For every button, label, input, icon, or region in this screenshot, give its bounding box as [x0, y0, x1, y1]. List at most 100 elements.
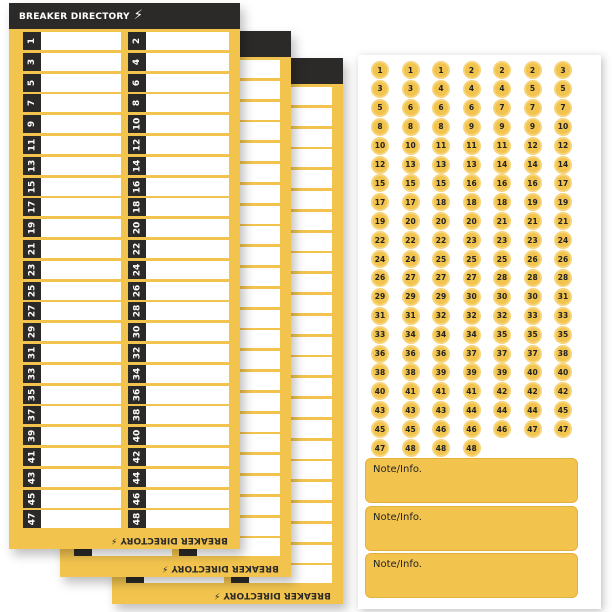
circuit-number-text: 26	[132, 284, 142, 297]
circuit-label-field[interactable]	[146, 177, 229, 196]
circuit-row: 7	[23, 94, 121, 113]
circuit-label-field[interactable]	[41, 427, 121, 446]
footer-title: BREAKER DIRECTORY	[223, 590, 331, 600]
circuit-row: 14	[128, 156, 229, 175]
circuit-label-field[interactable]	[146, 448, 229, 466]
circuit-label-field[interactable]	[41, 156, 121, 175]
circuit-label-field[interactable]	[41, 344, 121, 362]
circuit-number-text: 22	[132, 242, 142, 256]
circuit-label-field[interactable]	[146, 302, 229, 321]
circuit-label-field[interactable]	[41, 281, 121, 300]
number-sticker: 20	[401, 212, 420, 231]
card-footer: BREAKER DIRECTORY ⚡	[214, 590, 331, 600]
circuit-number: 12	[128, 136, 146, 154]
circuit-number: 40	[128, 427, 146, 446]
circuit-number-text: 13	[27, 159, 37, 173]
circuit-label-field[interactable]	[41, 219, 121, 238]
circuit-number: 37	[23, 406, 41, 425]
circuit-label-field[interactable]	[41, 448, 121, 466]
number-sticker: 39	[493, 363, 511, 382]
circuit-number: 48	[128, 510, 146, 529]
circuit-number-text: 5	[26, 79, 37, 86]
circuit-label-field[interactable]	[146, 198, 229, 217]
circuit-number-text: 24	[132, 263, 142, 277]
circuit-label-field[interactable]	[41, 94, 121, 113]
number-sticker: 48	[432, 439, 450, 457]
number-sticker: 30	[493, 287, 511, 306]
circuit-label-field[interactable]	[146, 510, 229, 529]
number-sticker: 21	[493, 212, 511, 231]
circuit-label-field[interactable]	[146, 219, 229, 238]
circuit-label-field[interactable]	[41, 406, 121, 425]
circuit-row: 30	[128, 323, 229, 342]
card-header: BREAKER DIRECTORY ⚡	[9, 3, 240, 29]
number-sticker: 30	[462, 287, 481, 306]
circuit-number-text: 48	[132, 513, 142, 526]
circuit-label-field[interactable]	[41, 302, 121, 321]
circuit-number: 41	[23, 448, 41, 466]
lightning-bolt-icon: ⚡	[133, 8, 144, 23]
circuit-label-field[interactable]	[146, 136, 229, 154]
number-sticker: 42	[523, 382, 542, 401]
circuit-number: 24	[128, 260, 146, 279]
number-sticker: 8	[432, 117, 450, 136]
circuit-label-field[interactable]	[146, 156, 229, 175]
circuit-label-field[interactable]	[146, 468, 229, 487]
footer-title: BREAKER DIRECTORY	[171, 563, 279, 573]
number-sticker: 9	[493, 117, 511, 136]
circuit-label-field[interactable]	[41, 52, 121, 71]
number-sticker: 45	[371, 420, 389, 439]
circuit-label-field[interactable]	[41, 260, 121, 279]
number-sticker: 22	[371, 231, 389, 250]
number-sticker: 22	[432, 231, 450, 250]
circuit-label-field[interactable]	[146, 406, 229, 425]
circuit-row: 12	[128, 136, 229, 154]
circuit-label-field[interactable]	[146, 73, 229, 92]
circuit-label-field[interactable]	[146, 489, 229, 508]
circuit-label-field[interactable]	[146, 281, 229, 300]
number-sticker: 10	[371, 136, 389, 155]
circuit-row: 3	[23, 52, 121, 71]
circuit-number: 3	[23, 52, 41, 71]
card-footer: BREAKER DIRECTORY ⚡	[111, 535, 228, 545]
number-sticker: 43	[371, 401, 389, 420]
number-sticker: 12	[523, 136, 542, 155]
circuit-label-field[interactable]	[41, 468, 121, 487]
circuit-label-field[interactable]	[41, 73, 121, 92]
circuit-label-field[interactable]	[146, 32, 229, 50]
circuit-number-text: 28	[132, 305, 142, 318]
circuit-row: 22	[128, 240, 229, 258]
number-sticker: 45	[401, 420, 420, 439]
circuit-label-field[interactable]	[41, 240, 121, 258]
number-sticker: 33	[554, 306, 572, 325]
circuit-label-field[interactable]	[41, 198, 121, 217]
number-sticker: 8	[401, 117, 420, 136]
circuit-label-field[interactable]	[146, 385, 229, 404]
circuit-label-field[interactable]	[146, 344, 229, 362]
number-sticker: 44	[523, 401, 542, 420]
circuit-label-field[interactable]	[41, 510, 121, 529]
circuit-label-field[interactable]	[41, 32, 121, 50]
circuit-label-field[interactable]	[146, 364, 229, 383]
circuit-row: 24	[128, 260, 229, 279]
circuit-label-field[interactable]	[146, 260, 229, 279]
circuit-label-field[interactable]	[41, 489, 121, 508]
circuit-label-field[interactable]	[41, 136, 121, 154]
circuit-number-text: 35	[27, 388, 37, 401]
circuit-label-field[interactable]	[146, 94, 229, 113]
circuit-number-text: 31	[27, 346, 37, 360]
circuit-label-field[interactable]	[146, 52, 229, 71]
circuit-label-field[interactable]	[41, 115, 121, 134]
number-sticker: 15	[432, 174, 450, 193]
circuit-label-field[interactable]	[41, 364, 121, 383]
circuit-label-field[interactable]	[146, 427, 229, 446]
circuit-label-field[interactable]	[41, 385, 121, 404]
number-sticker: 31	[554, 287, 572, 306]
circuit-label-field[interactable]	[146, 323, 229, 342]
circuit-label-field[interactable]	[146, 115, 229, 134]
circuit-label-field[interactable]	[41, 323, 121, 342]
circuit-label-field[interactable]	[146, 240, 229, 258]
number-sticker: 22	[401, 231, 420, 250]
number-sticker: 31	[401, 306, 420, 325]
circuit-label-field[interactable]	[41, 177, 121, 196]
